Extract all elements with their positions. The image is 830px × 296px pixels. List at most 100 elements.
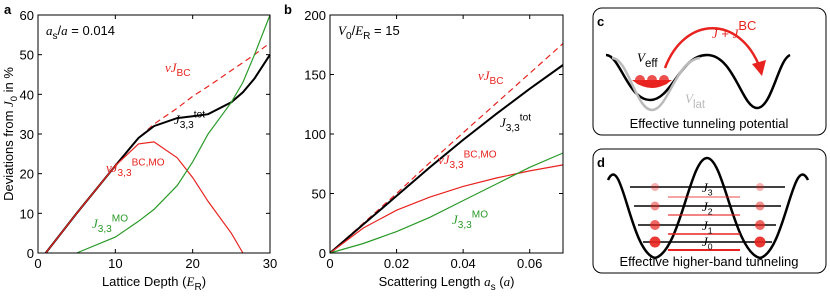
tunnel-arrows — [668, 196, 740, 251]
text-segment: 2 — [708, 207, 713, 217]
y-tick-label: 0 — [27, 246, 34, 261]
text-segment: V — [685, 91, 695, 106]
text-segment: tot — [194, 110, 205, 121]
text-segment: s — [53, 31, 58, 42]
caption: Effective higher-band tunneling — [620, 254, 799, 269]
y-tick-label: 200 — [304, 8, 326, 23]
x-tick-label: 10 — [108, 256, 122, 271]
text-segment: 0 — [9, 96, 19, 101]
series-label: J3,3tot — [500, 113, 531, 135]
y-tick-label: 100 — [304, 127, 326, 142]
text-segment: 3,3 — [98, 224, 112, 235]
panel-letter: d — [597, 155, 605, 170]
atoms — [649, 183, 766, 248]
text-segment: a — [61, 23, 68, 38]
text-segment: MO — [472, 210, 488, 221]
text-segment: BC — [490, 76, 504, 87]
text-segment: J — [174, 112, 181, 127]
caption: Effective tunneling potential — [630, 116, 789, 131]
panel-letter: b — [284, 2, 292, 17]
text-segment: R — [363, 31, 370, 42]
annotation: as/a = 0.014 — [46, 23, 115, 42]
atom — [659, 75, 669, 85]
y-tick-label: 50 — [312, 187, 326, 202]
y-tick-label: 30 — [20, 127, 34, 142]
text-segment: J — [1, 100, 16, 107]
y-tick-label: 0 — [319, 246, 326, 261]
series-line — [329, 64, 564, 254]
series-label: νJBC — [478, 68, 504, 87]
series-line — [45, 141, 244, 254]
x-tick-label: 0 — [34, 256, 41, 271]
text-segment: eff — [645, 58, 658, 70]
text-segment: νJ — [478, 68, 491, 83]
x-tick-label: 0.06 — [517, 256, 542, 271]
text-segment: Lattice Depth ( — [102, 274, 187, 289]
series-line — [45, 42, 271, 254]
text-segment: νJ — [106, 160, 119, 175]
panel-c — [592, 7, 827, 136]
text-segment: / — [352, 23, 356, 38]
panel-letter: a — [4, 2, 12, 17]
text-segment: a — [46, 23, 53, 38]
text-segment: = 0.014 — [68, 23, 115, 38]
lattice-potential — [611, 56, 701, 112]
text-segment: νJ — [165, 60, 178, 75]
annotation: V0/ER = 15 — [338, 23, 400, 42]
effective-potential — [605, 53, 791, 110]
y-tick-label: 10 — [20, 206, 34, 221]
text-segment: J — [702, 234, 709, 249]
text-segment: J — [452, 212, 459, 227]
text-segment: ( — [496, 274, 505, 289]
arrow-head — [752, 60, 766, 76]
potential — [606, 156, 810, 260]
series-label: J3,3MO — [452, 210, 488, 232]
y-tick-label: 150 — [304, 68, 326, 83]
series-line — [44, 54, 271, 254]
text-segment: 0 — [346, 31, 352, 42]
atom — [755, 201, 765, 211]
text-segment: s — [491, 282, 496, 293]
series-label: J3,3MO — [92, 214, 128, 236]
veff-label: Veff — [637, 50, 658, 70]
level-label: J2 — [702, 199, 713, 217]
text-segment: J — [500, 115, 507, 130]
text-segment: E — [185, 274, 194, 289]
level-label: J0 — [702, 234, 713, 252]
text-segment: J — [92, 216, 99, 231]
text-segment: R — [194, 282, 201, 293]
text-segment: a — [484, 274, 491, 289]
x-tick-label: 0 — [326, 256, 333, 271]
text-segment: BC — [177, 68, 191, 79]
series-label: νJ3,3BC,MO — [106, 158, 165, 180]
text-segment: V — [338, 23, 348, 38]
text-segment: ) — [510, 274, 514, 289]
x-axis-label: Scattering Length as (a) — [379, 274, 515, 293]
atom — [650, 220, 660, 230]
text-segment: J — [702, 180, 709, 195]
vlat-label: Vlat — [685, 91, 706, 111]
x-tick-label: 0.04 — [450, 256, 475, 271]
text-segment: νJ — [438, 152, 451, 167]
panel-frame — [592, 7, 827, 136]
y-tick-label: 50 — [20, 48, 34, 63]
series-line — [329, 152, 564, 254]
y-axis-label: Deviations from J0 in % — [1, 67, 19, 201]
text-segment: 0 — [708, 242, 713, 252]
text-segment: = 15 — [370, 23, 399, 38]
text-segment: + — [718, 26, 733, 41]
text-segment: a — [504, 274, 511, 289]
panel-d — [592, 148, 827, 274]
text-segment: BC — [738, 18, 756, 33]
series-label: J3,3tot — [174, 110, 205, 132]
atom — [755, 220, 765, 230]
level-label: J3 — [702, 180, 713, 198]
text-segment: 3,3 — [450, 160, 464, 171]
text-segment: MO — [112, 214, 128, 225]
tunnel-label: J + JBC — [712, 18, 756, 41]
text-segment: in % — [1, 67, 16, 96]
plot-frame — [329, 14, 564, 254]
series-line — [329, 43, 564, 254]
